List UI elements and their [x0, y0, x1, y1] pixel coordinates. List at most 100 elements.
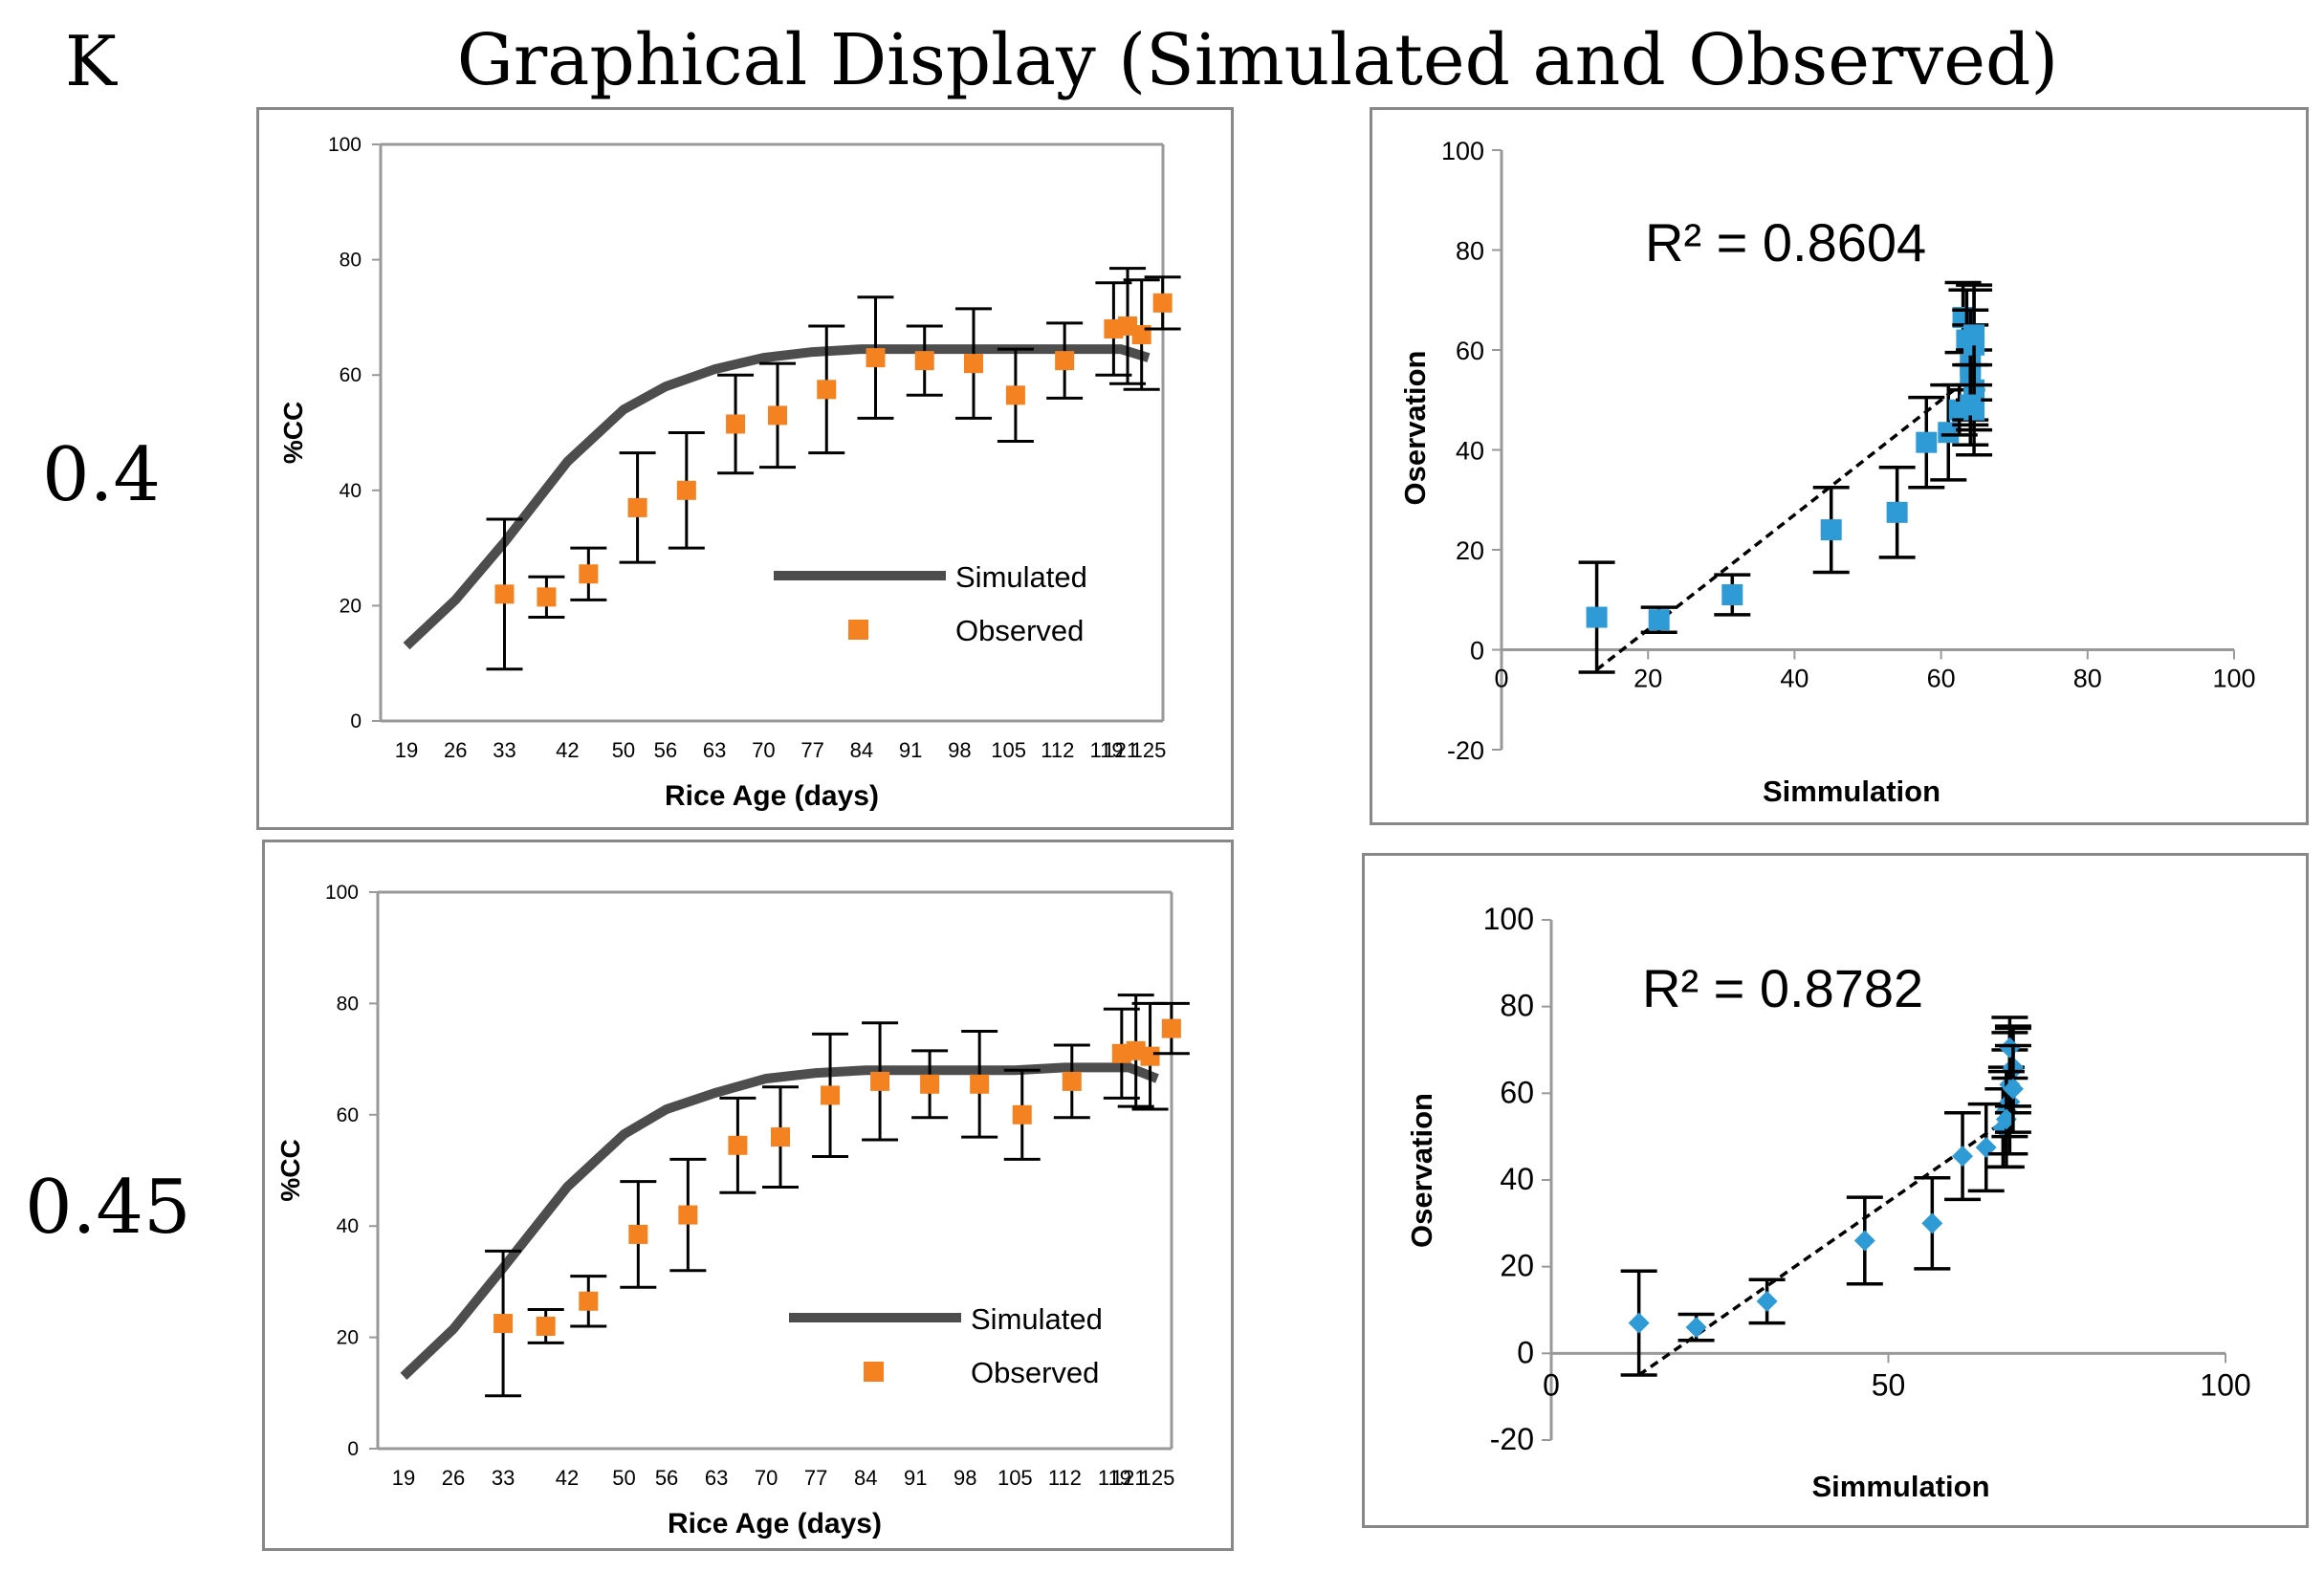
x-axis-title: Rice Age (days) — [668, 1508, 882, 1539]
observed-point — [866, 348, 886, 368]
x-axis-title: Simmulation — [1811, 1470, 1989, 1503]
y-tick-label: 100 — [1483, 902, 1534, 936]
x-tick-label: 112 — [1041, 738, 1074, 762]
x-tick-label: 121 — [1111, 1466, 1147, 1490]
x-tick-label: 19 — [395, 738, 418, 762]
observed-point — [1161, 1018, 1181, 1038]
x-tick-label: 125 — [1131, 738, 1167, 762]
x-tick-label: 70 — [752, 738, 775, 762]
observed-point — [870, 1071, 890, 1091]
legend-observed-label: Observed — [971, 1356, 1099, 1389]
r-squared-annotation: R² = 0.8782 — [1642, 958, 1923, 1018]
x-tick-label: 56 — [654, 738, 677, 762]
data-point — [1648, 609, 1670, 631]
x-tick-label: 98 — [948, 738, 971, 762]
observed-point — [676, 480, 696, 500]
x-axis-title: Simmulation — [1763, 775, 1940, 808]
y-tick-label: 80 — [1500, 989, 1534, 1023]
observed-point — [768, 405, 787, 426]
y-tick-label: 100 — [328, 134, 362, 156]
panel-letter: K — [65, 21, 117, 101]
observed-point — [726, 414, 746, 434]
timeseries-panel-2: 0 20 40 60 80 100 19 26 33 42 50 56 63 70 77 84 91 98 105 1… — [262, 840, 1234, 1551]
legend-observed-label: Observed — [955, 614, 1084, 647]
x-tick-label: 0 — [1494, 665, 1508, 693]
observed-point — [914, 351, 934, 371]
x-tick-label: 80 — [2073, 665, 2102, 693]
x-tick-label: 77 — [800, 738, 823, 762]
x-tick-label: 112 — [1048, 1466, 1082, 1490]
legend-observed-swatch — [848, 620, 868, 640]
y-axis-title: %CC — [275, 1139, 305, 1201]
timeseries-chart-2: 0 20 40 60 80 100 19 26 33 42 50 56 63 70 77 84 91 98 105 1… — [275, 882, 1190, 1539]
observed-point — [536, 1316, 556, 1336]
data-point — [1916, 431, 1938, 453]
y-tick-label: 40 — [1456, 437, 1484, 466]
y-tick-label: -20 — [1490, 1422, 1534, 1456]
y-tick-label: 20 — [340, 595, 362, 617]
scatter-panel-2: -20 0 20 40 60 80 100 0 50 100 Simmulation Oservati… — [1362, 853, 2309, 1528]
observed-point — [920, 1074, 940, 1094]
r-squared-annotation: R² = 0.8604 — [1645, 212, 1926, 273]
observed-point — [579, 564, 599, 584]
observed-point — [1012, 1104, 1032, 1124]
x-tick-label: 60 — [1927, 665, 1956, 693]
y-tick-label: 40 — [340, 480, 362, 502]
legend-observed-swatch — [864, 1362, 884, 1382]
y-tick-label: 80 — [337, 993, 359, 1015]
timeseries-chart-1: 0 20 40 60 80 100 19 26 33 42 50 56 63 70 77 84 91 98 105 1… — [278, 134, 1181, 812]
data-point — [1999, 1037, 2021, 1059]
data-point — [1586, 606, 1608, 628]
observed-point — [579, 1291, 599, 1311]
x-tick-label: 33 — [493, 738, 515, 762]
y-tick-label: 80 — [340, 250, 362, 272]
observed-point — [1062, 1071, 1082, 1091]
observed-point — [1005, 385, 1025, 405]
observed-point — [963, 354, 983, 374]
data-point — [1952, 1146, 1974, 1168]
x-tick-label: 119 — [1098, 1466, 1131, 1490]
x-tick-label: 91 — [899, 738, 922, 762]
y-axis-title: Oservation — [1405, 1093, 1438, 1248]
y-tick-label: 60 — [1500, 1075, 1534, 1109]
y-tick-label: 80 — [1456, 237, 1484, 266]
row-label-0-45: 0.45 — [25, 1165, 191, 1251]
y-tick-label: 60 — [340, 364, 362, 386]
data-point — [1628, 1312, 1650, 1334]
x-tick-label: 100 — [2200, 1367, 2250, 1402]
observed-point — [771, 1127, 790, 1147]
y-tick-label: 0 — [350, 710, 362, 732]
observed-point — [817, 380, 837, 400]
x-tick-label: 20 — [1633, 665, 1662, 693]
x-tick-label: 33 — [492, 1466, 515, 1490]
scatter-panel-1: -20 0 20 40 60 80 100 0 20 40 60 80 100 Simmulation Os… — [1370, 107, 2309, 825]
scatter-chart-1: -20 0 20 40 60 80 100 0 20 40 60 80 100 Simmulation Os… — [1398, 137, 2256, 808]
simulated-line — [400, 1062, 1159, 1380]
y-tick-label: 20 — [1456, 536, 1484, 565]
y-axis-title: Oservation — [1398, 351, 1432, 506]
y-tick-label: -20 — [1447, 736, 1484, 765]
observed-point — [493, 1314, 514, 1334]
x-tick-label: 42 — [556, 1466, 579, 1490]
x-tick-label: 19 — [392, 1466, 415, 1490]
x-tick-label: 26 — [442, 1466, 465, 1490]
observed-point — [728, 1135, 748, 1155]
x-tick-label: 121 — [1103, 738, 1138, 762]
x-tick-label: 50 — [1872, 1367, 1906, 1402]
y-tick-label: 100 — [1441, 137, 1484, 165]
x-tick-label: 50 — [612, 1466, 635, 1490]
x-tick-label: 0 — [1543, 1367, 1560, 1402]
y-tick-label: 60 — [1456, 337, 1484, 365]
observed-point — [537, 587, 557, 607]
simulated-line — [403, 344, 1151, 650]
observed-point — [494, 584, 515, 604]
observed-point — [1140, 1046, 1160, 1066]
x-tick-label: 42 — [556, 738, 579, 762]
x-tick-label: 84 — [854, 1466, 877, 1490]
data-point — [1886, 501, 1908, 523]
y-tick-label: 0 — [1470, 637, 1484, 666]
data-point — [1938, 422, 1960, 444]
x-tick-label: 50 — [612, 738, 635, 762]
data-point — [1756, 1290, 1778, 1312]
x-tick-label: 84 — [850, 738, 873, 762]
